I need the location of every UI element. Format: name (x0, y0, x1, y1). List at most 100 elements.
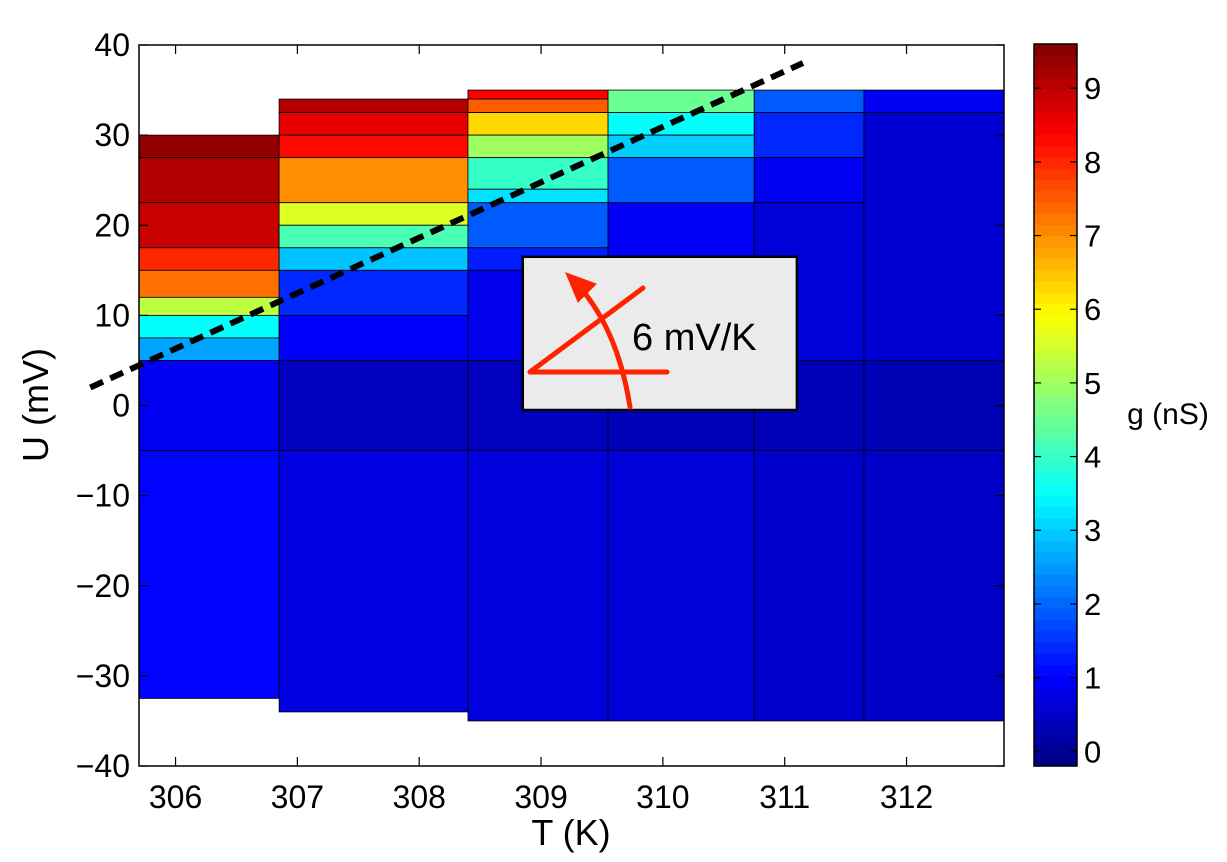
colorbar-band (1034, 55, 1077, 68)
heatmap-cell-1-7 (278, 269, 469, 316)
colorbar-band (1034, 66, 1077, 79)
colorbar-band (1034, 100, 1077, 113)
heatmap-cell-2-0 (467, 89, 609, 100)
colorbar-band (1034, 156, 1077, 169)
colorbar: 0 1 2 3 4 5 6 7 8 9 (1033, 43, 1101, 769)
colorbar-band (1034, 585, 1077, 598)
colorbar-band (1034, 235, 1077, 248)
colorbar-band (1034, 517, 1077, 530)
colorbar-band (1034, 698, 1077, 711)
colorbar-tick-label: 3 (1084, 513, 1101, 548)
colorbar-band (1034, 190, 1077, 203)
heatmap-cell-1-2 (278, 134, 469, 159)
colorbar-band (1034, 258, 1077, 271)
heatmap-cell-1-0 (278, 98, 469, 113)
colorbar-tick-label: 5 (1084, 366, 1101, 401)
colorbar-band (1034, 427, 1077, 440)
heatmap-cell-5-0 (863, 89, 1004, 113)
colorbar-band (1034, 201, 1077, 214)
plot-area: 6 mV/K (89, 44, 1005, 767)
colorbar-tick-label: 8 (1084, 145, 1101, 180)
heatmap-cell-4-1 (753, 112, 865, 159)
colorbar-band (1034, 709, 1077, 722)
colorbar-band (1034, 416, 1077, 429)
y-axis: 40 30 20 10 0 −10 −20 −30 −40 (76, 27, 1004, 784)
heatmap-cell-0-2 (139, 202, 280, 249)
colorbar-band (1034, 371, 1077, 384)
colorbar-band (1034, 732, 1077, 745)
colorbar-band (1034, 405, 1077, 417)
colorbar-tick-label: 0 (1084, 734, 1101, 769)
y-tick-label: −40 (76, 748, 130, 784)
y-tick-label: 10 (94, 297, 130, 333)
colorbar-band (1034, 393, 1077, 406)
annotation-label: 6 mV/K (632, 317, 757, 359)
x-tick-label: 307 (271, 779, 324, 815)
colorbar-band (1034, 495, 1077, 508)
x-tick-label: 312 (880, 779, 933, 815)
colorbar-band (1034, 562, 1077, 575)
x-axis-label: T (K) (531, 812, 610, 853)
heatmap-cell-0-6 (139, 314, 280, 339)
colorbar-tick-label: 9 (1084, 71, 1101, 106)
colorbar-band (1034, 720, 1077, 733)
x-tick-label: 309 (514, 779, 567, 815)
heatmap-cell-5-2 (863, 360, 1004, 451)
colorbar-band (1034, 303, 1077, 316)
colorbar-band (1034, 179, 1077, 192)
colorbar-band (1034, 382, 1077, 395)
y-axis-label: U (mV) (15, 348, 56, 462)
y-tick-label: −20 (76, 568, 130, 604)
x-tick-label: 306 (149, 779, 202, 815)
colorbar-band (1034, 664, 1077, 677)
colorbar-band (1034, 224, 1077, 237)
heatmap-cell-5-3 (863, 450, 1004, 722)
heatmap-cell-0-3 (139, 247, 280, 271)
colorbar-band (1034, 754, 1077, 767)
colorbar-tick-label: 6 (1084, 292, 1101, 327)
colorbar-band (1034, 168, 1077, 180)
colorbar-band (1034, 337, 1077, 350)
y-tick-label: 40 (94, 27, 130, 63)
heatmap-cell-0-9 (139, 450, 280, 699)
x-tick-label: 308 (393, 779, 446, 815)
slope-angle-icon (527, 272, 670, 410)
y-tick-label: −30 (76, 658, 130, 694)
heatmap-cell-4-2 (753, 157, 865, 204)
colorbar-band (1034, 483, 1077, 496)
colorbar-band (1034, 641, 1077, 654)
colorbar-band (1034, 653, 1077, 666)
colorbar-band (1034, 506, 1077, 519)
heatmap-cell-2-6 (467, 202, 609, 249)
heatmap-cell-0-0 (139, 134, 280, 159)
colorbar-band (1034, 314, 1077, 327)
heatmap-cell-0-1 (139, 157, 280, 204)
colorbar-band (1034, 326, 1077, 338)
heatmap-cell-2-2 (467, 112, 609, 136)
colorbar-band (1034, 608, 1077, 620)
x-axis: 306 307 308 309 310 311 312 (149, 45, 933, 815)
colorbar-band (1034, 630, 1077, 643)
heatmap-cell-1-3 (278, 157, 469, 204)
heatmap-cell-4-5 (753, 450, 865, 722)
colorbar-band (1034, 461, 1077, 474)
colorbar-frame (1033, 43, 1078, 767)
colorbar-band (1034, 574, 1077, 587)
x-tick-label: 311 (759, 779, 810, 815)
colorbar-tick-label: 4 (1084, 440, 1101, 475)
colorbar-band (1034, 122, 1077, 135)
colorbar-band (1034, 359, 1077, 372)
colorbar-tick-label: 2 (1084, 587, 1101, 622)
colorbar-band (1034, 687, 1077, 699)
colorbar-band (1034, 213, 1077, 226)
colorbar-band (1034, 529, 1077, 541)
heatmap-cell-0-8 (139, 360, 280, 451)
heatmap-cell-5-1 (863, 112, 1004, 361)
colorbar-tick-label: 1 (1084, 661, 1101, 696)
colorbar-band (1034, 675, 1077, 688)
colorbar-band (1034, 145, 1077, 158)
colorbar-band (1034, 134, 1077, 147)
annotation-box: 6 mV/K (521, 255, 799, 412)
y-tick-label: 30 (94, 117, 130, 153)
